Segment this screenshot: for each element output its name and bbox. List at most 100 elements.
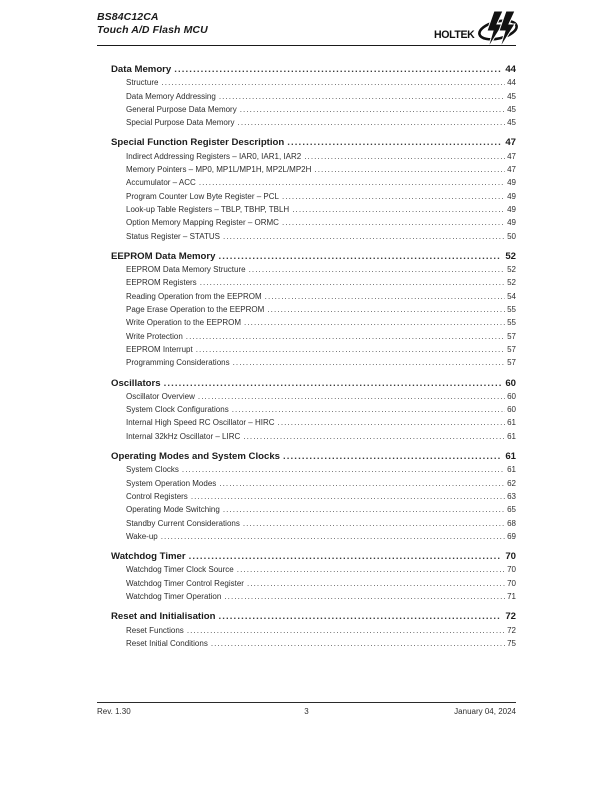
toc-sub-entry[interactable]: System Clock Configurations 60 <box>97 403 516 416</box>
toc-sub-entry-page: 45 <box>507 118 516 128</box>
toc-sub-entry[interactable]: System Clocks 61 <box>97 463 516 476</box>
toc-section-entry[interactable]: Oscillators 60 <box>97 377 516 390</box>
toc-sub-entry-title: Look-up Table Registers – TBLP, TBHP, TB… <box>126 204 290 214</box>
toc-sub-entry[interactable]: Data Memory Addressing 45 <box>97 90 516 103</box>
dot-leader <box>208 637 505 650</box>
toc-sub-entry[interactable]: Watchdog Timer Clock Source 70 <box>97 563 516 576</box>
dot-leader <box>280 450 501 463</box>
dot-leader <box>188 490 505 503</box>
toc-sub-entry[interactable]: Programming Considerations 57 <box>97 356 516 369</box>
toc-sub-entry-page: 57 <box>507 331 516 341</box>
dot-leader <box>289 203 505 216</box>
dot-leader <box>158 530 505 543</box>
footer-date: January 04, 2024 <box>454 707 516 716</box>
toc-sub-entry[interactable]: Reset Initial Conditions 75 <box>97 637 516 650</box>
dot-leader <box>264 303 505 316</box>
toc-sub-entry-title: Internal 32kHz Oscillator – LIRC <box>126 431 241 441</box>
toc-sub-entry[interactable]: Accumulator – ACC 49 <box>97 176 516 189</box>
toc-sub-entry-title: Wake-up <box>126 531 158 541</box>
toc-sub-entry-page: 44 <box>507 78 516 88</box>
toc-sub-entry[interactable]: System Operation Modes 62 <box>97 477 516 490</box>
toc-sub-entry-page: 49 <box>507 204 516 214</box>
toc-section-entry-page: 44 <box>505 64 516 75</box>
dot-leader <box>220 230 505 243</box>
holtek-logo-icon <box>478 10 518 49</box>
toc-sub-entry[interactable]: Operating Mode Switching 65 <box>97 503 516 516</box>
dot-leader <box>197 276 505 289</box>
dot-leader <box>237 103 505 116</box>
toc-sub-entry-title: Memory Pointers – MP0, MP1L/MP1H, MP2L/M… <box>126 165 312 175</box>
toc-sub-entry[interactable]: Reset Functions 72 <box>97 624 516 637</box>
doc-model: BS84C12CA <box>97 11 159 23</box>
dot-leader <box>161 377 502 390</box>
dot-leader <box>183 330 505 343</box>
toc-sub-entry[interactable]: Control Registers 63 <box>97 490 516 503</box>
toc-sub-entry-page: 54 <box>507 291 516 301</box>
dot-leader <box>230 356 505 369</box>
toc-sub-entry[interactable]: EEPROM Interrupt 57 <box>97 343 516 356</box>
toc-section-entry[interactable]: Watchdog Timer 70 <box>97 550 516 563</box>
toc-section-entry-page: 70 <box>505 551 516 563</box>
toc-sub-entry[interactable]: Indirect Addressing Registers – IAR0, IA… <box>97 150 516 163</box>
toc-section-entry[interactable]: Operating Modes and System Clocks 61 <box>97 450 516 463</box>
toc-sub-entry[interactable]: Look-up Table Registers – TBLP, TBHP, TB… <box>97 203 516 216</box>
toc-sub-entry[interactable]: Oscillator Overview 60 <box>97 390 516 403</box>
toc-sub-entry[interactable]: EEPROM Data Memory Structure 52 <box>97 263 516 276</box>
toc-sub-entry-page: 62 <box>507 478 516 488</box>
toc-sub-entry-page: 55 <box>507 305 516 315</box>
footer-rule <box>97 702 516 703</box>
toc-sub-entry-page: 60 <box>507 405 516 415</box>
toc-section-entry-page: 52 <box>505 250 516 262</box>
toc-sub-entry[interactable]: Write Protection 57 <box>97 330 516 343</box>
toc-section-entry-page: 47 <box>505 137 516 149</box>
toc-sub-entry-page: 57 <box>507 344 516 354</box>
toc-sub-entry-page: 65 <box>507 505 516 515</box>
dot-leader <box>216 610 502 623</box>
header-rule <box>97 45 516 46</box>
toc-sub-entry[interactable]: Structure 44 <box>97 76 516 89</box>
toc-sub-entry-title: EEPROM Data Memory Structure <box>126 265 246 275</box>
toc-sub-entry-page: 49 <box>507 178 516 188</box>
toc-sub-entry[interactable]: General Purpose Data Memory 45 <box>97 103 516 116</box>
toc-section-entry[interactable]: EEPROM Data Memory 52 <box>97 250 516 263</box>
dot-leader <box>193 343 505 356</box>
toc-sub-entry[interactable]: Internal High Speed RC Oscillator – HIRC… <box>97 416 516 429</box>
dot-leader <box>186 550 502 563</box>
toc-sub-entry-page: 68 <box>507 518 516 528</box>
toc-sub-entry-page: 61 <box>507 465 516 475</box>
toc-sub-entry-page: 70 <box>507 565 516 575</box>
toc-sub-entry[interactable]: Program Counter Low Byte Register – PCL 4… <box>97 190 516 203</box>
toc-sub-entry[interactable]: EEPROM Registers 52 <box>97 276 516 289</box>
dot-leader <box>229 403 505 416</box>
toc-section-entry[interactable]: Data Memory 44 <box>97 63 516 76</box>
toc-sub-entry-page: 57 <box>507 358 516 368</box>
toc-sub-entry-page: 61 <box>507 431 516 441</box>
toc-sub-entry[interactable]: Memory Pointers – MP0, MP1L/MP1H, MP2L/M… <box>97 163 516 176</box>
toc-sub-entry-title: Special Purpose Data Memory <box>126 118 235 128</box>
toc-section-entry[interactable]: Special Function Register Description 47 <box>97 136 516 149</box>
toc-sub-entry-title: Oscillator Overview <box>126 391 195 401</box>
dot-leader <box>262 290 505 303</box>
toc-sub-entry[interactable]: Wake-up 69 <box>97 530 516 543</box>
toc-section-entry-title: Operating Modes and System Clocks <box>111 451 281 463</box>
toc-sub-entry[interactable]: Special Purpose Data Memory 45 <box>97 116 516 129</box>
toc-sub-entry-page: 71 <box>507 591 516 601</box>
toc-sub-entry[interactable]: Status Register – STATUS 50 <box>97 230 516 243</box>
toc-sub-entry[interactable]: Internal 32kHz Oscillator – LIRC 61 <box>97 430 516 443</box>
dot-leader <box>216 477 505 490</box>
toc-sub-entry-page: 49 <box>507 218 516 228</box>
toc-sub-entry[interactable]: Page Erase Operation to the EEPROM 55 <box>97 303 516 316</box>
dot-leader <box>216 90 505 103</box>
toc-sub-entry[interactable]: Option Memory Mapping Register – ORMC 49 <box>97 216 516 229</box>
toc-sub-entry[interactable]: Reading Operation from the EEPROM 54 <box>97 290 516 303</box>
toc-sub-entry[interactable]: Write Operation to the EEPROM 55 <box>97 316 516 329</box>
toc-sub-entry[interactable]: Watchdog Timer Control Register 70 <box>97 577 516 590</box>
toc-sub-entry[interactable]: Watchdog Timer Operation 71 <box>97 590 516 603</box>
toc-sub-entry-page: 47 <box>507 165 516 175</box>
toc-section-entry[interactable]: Reset and Initialisation 72 <box>97 610 516 623</box>
toc-sub-entry[interactable]: Standby Current Considerations 68 <box>97 517 516 530</box>
toc-sub-entry-page: 49 <box>507 191 516 201</box>
toc-section-entry-page: 61 <box>505 451 516 463</box>
toc-section-entry-title: Watchdog Timer <box>111 551 186 563</box>
toc-sub-entry-page: 52 <box>507 265 516 275</box>
